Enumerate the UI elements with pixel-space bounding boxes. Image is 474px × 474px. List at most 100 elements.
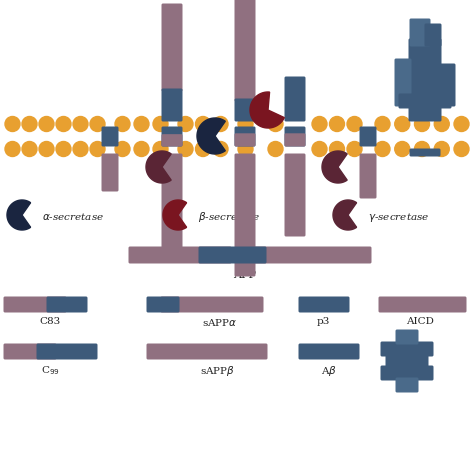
Bar (375, 124, 469, 149)
FancyBboxPatch shape (359, 127, 376, 146)
Text: APP: APP (234, 270, 256, 280)
Circle shape (22, 142, 37, 156)
Text: $\alpha$-secretase: $\alpha$-secretase (42, 211, 104, 222)
FancyBboxPatch shape (199, 246, 266, 264)
FancyBboxPatch shape (162, 3, 182, 91)
FancyBboxPatch shape (235, 154, 255, 276)
Circle shape (195, 142, 210, 156)
Circle shape (134, 117, 149, 131)
Polygon shape (250, 92, 284, 128)
Bar (115, 124, 168, 149)
Circle shape (312, 117, 327, 131)
Circle shape (238, 142, 253, 156)
FancyBboxPatch shape (3, 344, 56, 359)
Circle shape (312, 142, 327, 156)
FancyBboxPatch shape (394, 58, 411, 107)
Circle shape (178, 142, 193, 156)
FancyBboxPatch shape (284, 127, 306, 146)
Polygon shape (146, 151, 171, 183)
Circle shape (22, 117, 37, 131)
FancyBboxPatch shape (395, 329, 419, 345)
FancyBboxPatch shape (299, 344, 359, 359)
FancyBboxPatch shape (438, 64, 456, 107)
FancyBboxPatch shape (101, 127, 118, 146)
FancyBboxPatch shape (381, 365, 434, 381)
FancyBboxPatch shape (381, 341, 434, 356)
Circle shape (414, 117, 429, 131)
Circle shape (213, 142, 228, 156)
Text: sAPP$\beta$: sAPP$\beta$ (201, 364, 236, 378)
FancyBboxPatch shape (410, 18, 430, 46)
Circle shape (347, 142, 362, 156)
FancyBboxPatch shape (162, 134, 182, 146)
Text: p3: p3 (316, 317, 330, 326)
FancyBboxPatch shape (385, 354, 428, 368)
FancyBboxPatch shape (359, 154, 376, 199)
FancyBboxPatch shape (235, 133, 255, 146)
Polygon shape (7, 200, 31, 230)
Circle shape (56, 117, 71, 131)
FancyBboxPatch shape (399, 93, 452, 109)
Circle shape (153, 117, 168, 131)
FancyBboxPatch shape (379, 297, 466, 312)
FancyBboxPatch shape (246, 246, 372, 264)
Bar (5, 116, 105, 157)
Circle shape (5, 142, 20, 156)
FancyBboxPatch shape (425, 24, 441, 46)
Circle shape (115, 117, 130, 131)
Circle shape (268, 142, 283, 156)
FancyBboxPatch shape (3, 297, 66, 312)
Circle shape (454, 117, 469, 131)
Circle shape (329, 117, 345, 131)
Circle shape (238, 117, 253, 131)
FancyBboxPatch shape (299, 297, 349, 312)
Text: C$_{99}$: C$_{99}$ (41, 364, 59, 377)
FancyBboxPatch shape (409, 38, 441, 121)
Text: A$\beta$: A$\beta$ (321, 364, 337, 378)
Circle shape (178, 117, 193, 131)
FancyBboxPatch shape (101, 154, 118, 191)
Circle shape (115, 142, 130, 156)
Circle shape (454, 142, 469, 156)
Circle shape (73, 117, 88, 131)
Circle shape (375, 142, 390, 156)
Polygon shape (197, 118, 225, 154)
Circle shape (73, 142, 88, 156)
Polygon shape (333, 200, 356, 230)
FancyBboxPatch shape (410, 148, 440, 156)
Circle shape (90, 117, 105, 131)
Polygon shape (163, 200, 187, 230)
Text: $\beta$-secretase: $\beta$-secretase (198, 210, 260, 224)
Circle shape (329, 142, 345, 156)
Circle shape (375, 117, 390, 131)
FancyBboxPatch shape (36, 344, 98, 359)
Text: $\gamma$-secretase: $\gamma$-secretase (368, 210, 429, 224)
Polygon shape (322, 151, 347, 183)
Circle shape (134, 142, 149, 156)
FancyBboxPatch shape (162, 154, 182, 252)
Circle shape (347, 117, 362, 131)
Circle shape (434, 142, 449, 156)
FancyBboxPatch shape (235, 127, 255, 146)
Circle shape (434, 117, 449, 131)
Bar (375, 116, 469, 157)
Bar (238, 124, 283, 149)
Text: C83: C83 (39, 317, 61, 326)
FancyBboxPatch shape (46, 297, 88, 312)
FancyBboxPatch shape (284, 133, 306, 146)
FancyBboxPatch shape (161, 297, 264, 312)
Circle shape (39, 117, 54, 131)
Circle shape (39, 142, 54, 156)
Circle shape (195, 117, 210, 131)
FancyBboxPatch shape (235, 0, 255, 101)
FancyBboxPatch shape (146, 344, 267, 359)
Circle shape (213, 117, 228, 131)
Bar (178, 124, 228, 149)
Bar (178, 116, 228, 157)
FancyBboxPatch shape (284, 76, 306, 121)
Text: sAPP$\alpha$: sAPP$\alpha$ (202, 317, 238, 328)
Text: AICD: AICD (406, 317, 434, 326)
Circle shape (90, 142, 105, 156)
FancyBboxPatch shape (128, 246, 231, 264)
Bar (312, 124, 362, 149)
